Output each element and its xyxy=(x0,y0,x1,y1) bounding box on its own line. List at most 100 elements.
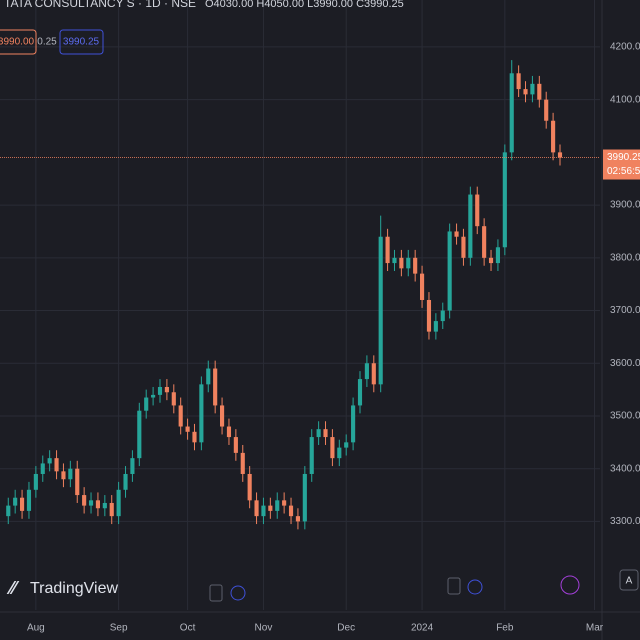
y-tick-label: 3900.00 xyxy=(610,200,640,211)
candle-body xyxy=(364,363,369,380)
event-icon[interactable] xyxy=(467,579,483,595)
candle-body xyxy=(26,489,32,511)
event-icon[interactable] xyxy=(230,585,246,601)
candle-body xyxy=(185,426,190,432)
x-tick-label: Sep xyxy=(110,623,128,634)
earnings-icon[interactable] xyxy=(447,577,461,595)
candle-body xyxy=(454,231,459,237)
candle-body xyxy=(199,384,204,443)
candle-body xyxy=(233,437,238,453)
candle-body xyxy=(502,152,507,248)
candle-body xyxy=(323,429,328,438)
candle-body xyxy=(378,236,383,385)
candle-body xyxy=(337,447,342,459)
candle-body xyxy=(392,257,397,264)
candle-body xyxy=(220,405,225,427)
candle-body xyxy=(288,505,294,517)
buy-box[interactable] xyxy=(59,29,104,55)
candle-body xyxy=(82,495,87,506)
last-price-label: 3990.25 xyxy=(607,152,640,163)
candle-body xyxy=(309,437,314,474)
candle-body xyxy=(537,83,542,100)
y-tick-label: 3500.00 xyxy=(610,411,640,422)
candle-body xyxy=(475,194,480,227)
candle-body xyxy=(137,410,142,459)
candle-body xyxy=(268,505,273,511)
candle-body xyxy=(33,473,38,490)
candle-body xyxy=(371,363,376,385)
candle-body xyxy=(54,458,59,472)
candle-body xyxy=(413,257,418,274)
candle-body xyxy=(440,310,445,322)
x-tick-label: Mar xyxy=(586,623,604,634)
x-tick-label: Nov xyxy=(255,623,273,634)
candle-body xyxy=(164,386,169,393)
candle-body xyxy=(75,468,80,496)
candle-body xyxy=(302,473,307,522)
flash-icon[interactable] xyxy=(560,575,580,595)
x-tick-label: Aug xyxy=(27,623,45,634)
y-tick-label: 4200.00 xyxy=(610,42,640,53)
candle-body xyxy=(178,405,183,427)
candle-body xyxy=(544,99,549,121)
candle-body xyxy=(13,497,18,506)
candle-body xyxy=(20,497,25,511)
candle-body xyxy=(551,120,556,153)
candle-body xyxy=(275,500,280,511)
candle-body xyxy=(88,500,94,506)
candle-body xyxy=(171,392,176,406)
candle-body xyxy=(40,463,45,474)
candle-body xyxy=(433,321,438,332)
sell-box[interactable] xyxy=(0,29,37,55)
candle-body xyxy=(247,473,252,501)
spread: 0.25 xyxy=(37,37,57,48)
candle-body xyxy=(47,458,52,464)
y-tick-label: 3700.00 xyxy=(610,305,640,316)
symbol-title: TATA CONSULTANCY S · 1D · NSE xyxy=(4,0,196,10)
y-tick-label: 3600.00 xyxy=(610,358,640,369)
candle-body xyxy=(316,429,321,438)
earnings-icon[interactable] xyxy=(209,584,223,602)
candle-body xyxy=(144,397,149,411)
candle-body xyxy=(420,273,425,300)
candle-body xyxy=(192,431,197,443)
x-tick-label: Feb xyxy=(496,623,514,634)
candle-body xyxy=(468,194,473,258)
candle-body xyxy=(357,379,363,406)
countdown: 02:56:50 xyxy=(607,166,640,177)
buy-price[interactable]: 3990.25 xyxy=(63,37,100,48)
y-tick-label: 3400.00 xyxy=(610,463,640,474)
candle-body xyxy=(344,442,349,448)
candle-body xyxy=(95,500,100,509)
sell-price[interactable]: 3990.00 xyxy=(0,37,35,48)
y-tick-label: 3800.00 xyxy=(610,252,640,263)
candle-body xyxy=(157,386,163,395)
candle-body xyxy=(6,505,11,517)
candle-body xyxy=(282,500,287,506)
candle-body xyxy=(426,299,432,332)
last-price-box xyxy=(603,149,640,180)
scale-button[interactable] xyxy=(619,569,639,591)
candle-body xyxy=(295,516,300,522)
candle-body xyxy=(151,394,156,398)
y-tick-label: 4100.00 xyxy=(610,94,640,105)
candle-body xyxy=(123,473,128,490)
candle-body xyxy=(68,468,73,480)
candle-body xyxy=(447,231,452,311)
candle-body xyxy=(351,405,356,443)
candle-body xyxy=(557,152,563,158)
candle-body xyxy=(399,257,404,269)
candle-body xyxy=(406,257,411,269)
y-tick-label: 3300.00 xyxy=(610,516,640,527)
x-tick-label: 2024 xyxy=(411,623,434,634)
scale-button-label[interactable]: A xyxy=(626,576,633,587)
ohlc-header: O4030.00 H4050.00 L3990.00 C3990.25 xyxy=(205,0,404,10)
candle-body xyxy=(261,505,266,517)
candle-body xyxy=(461,236,466,258)
candle-body xyxy=(226,426,232,438)
candle-body xyxy=(102,502,107,509)
candle-body xyxy=(516,73,521,90)
candle-body xyxy=(213,368,218,406)
